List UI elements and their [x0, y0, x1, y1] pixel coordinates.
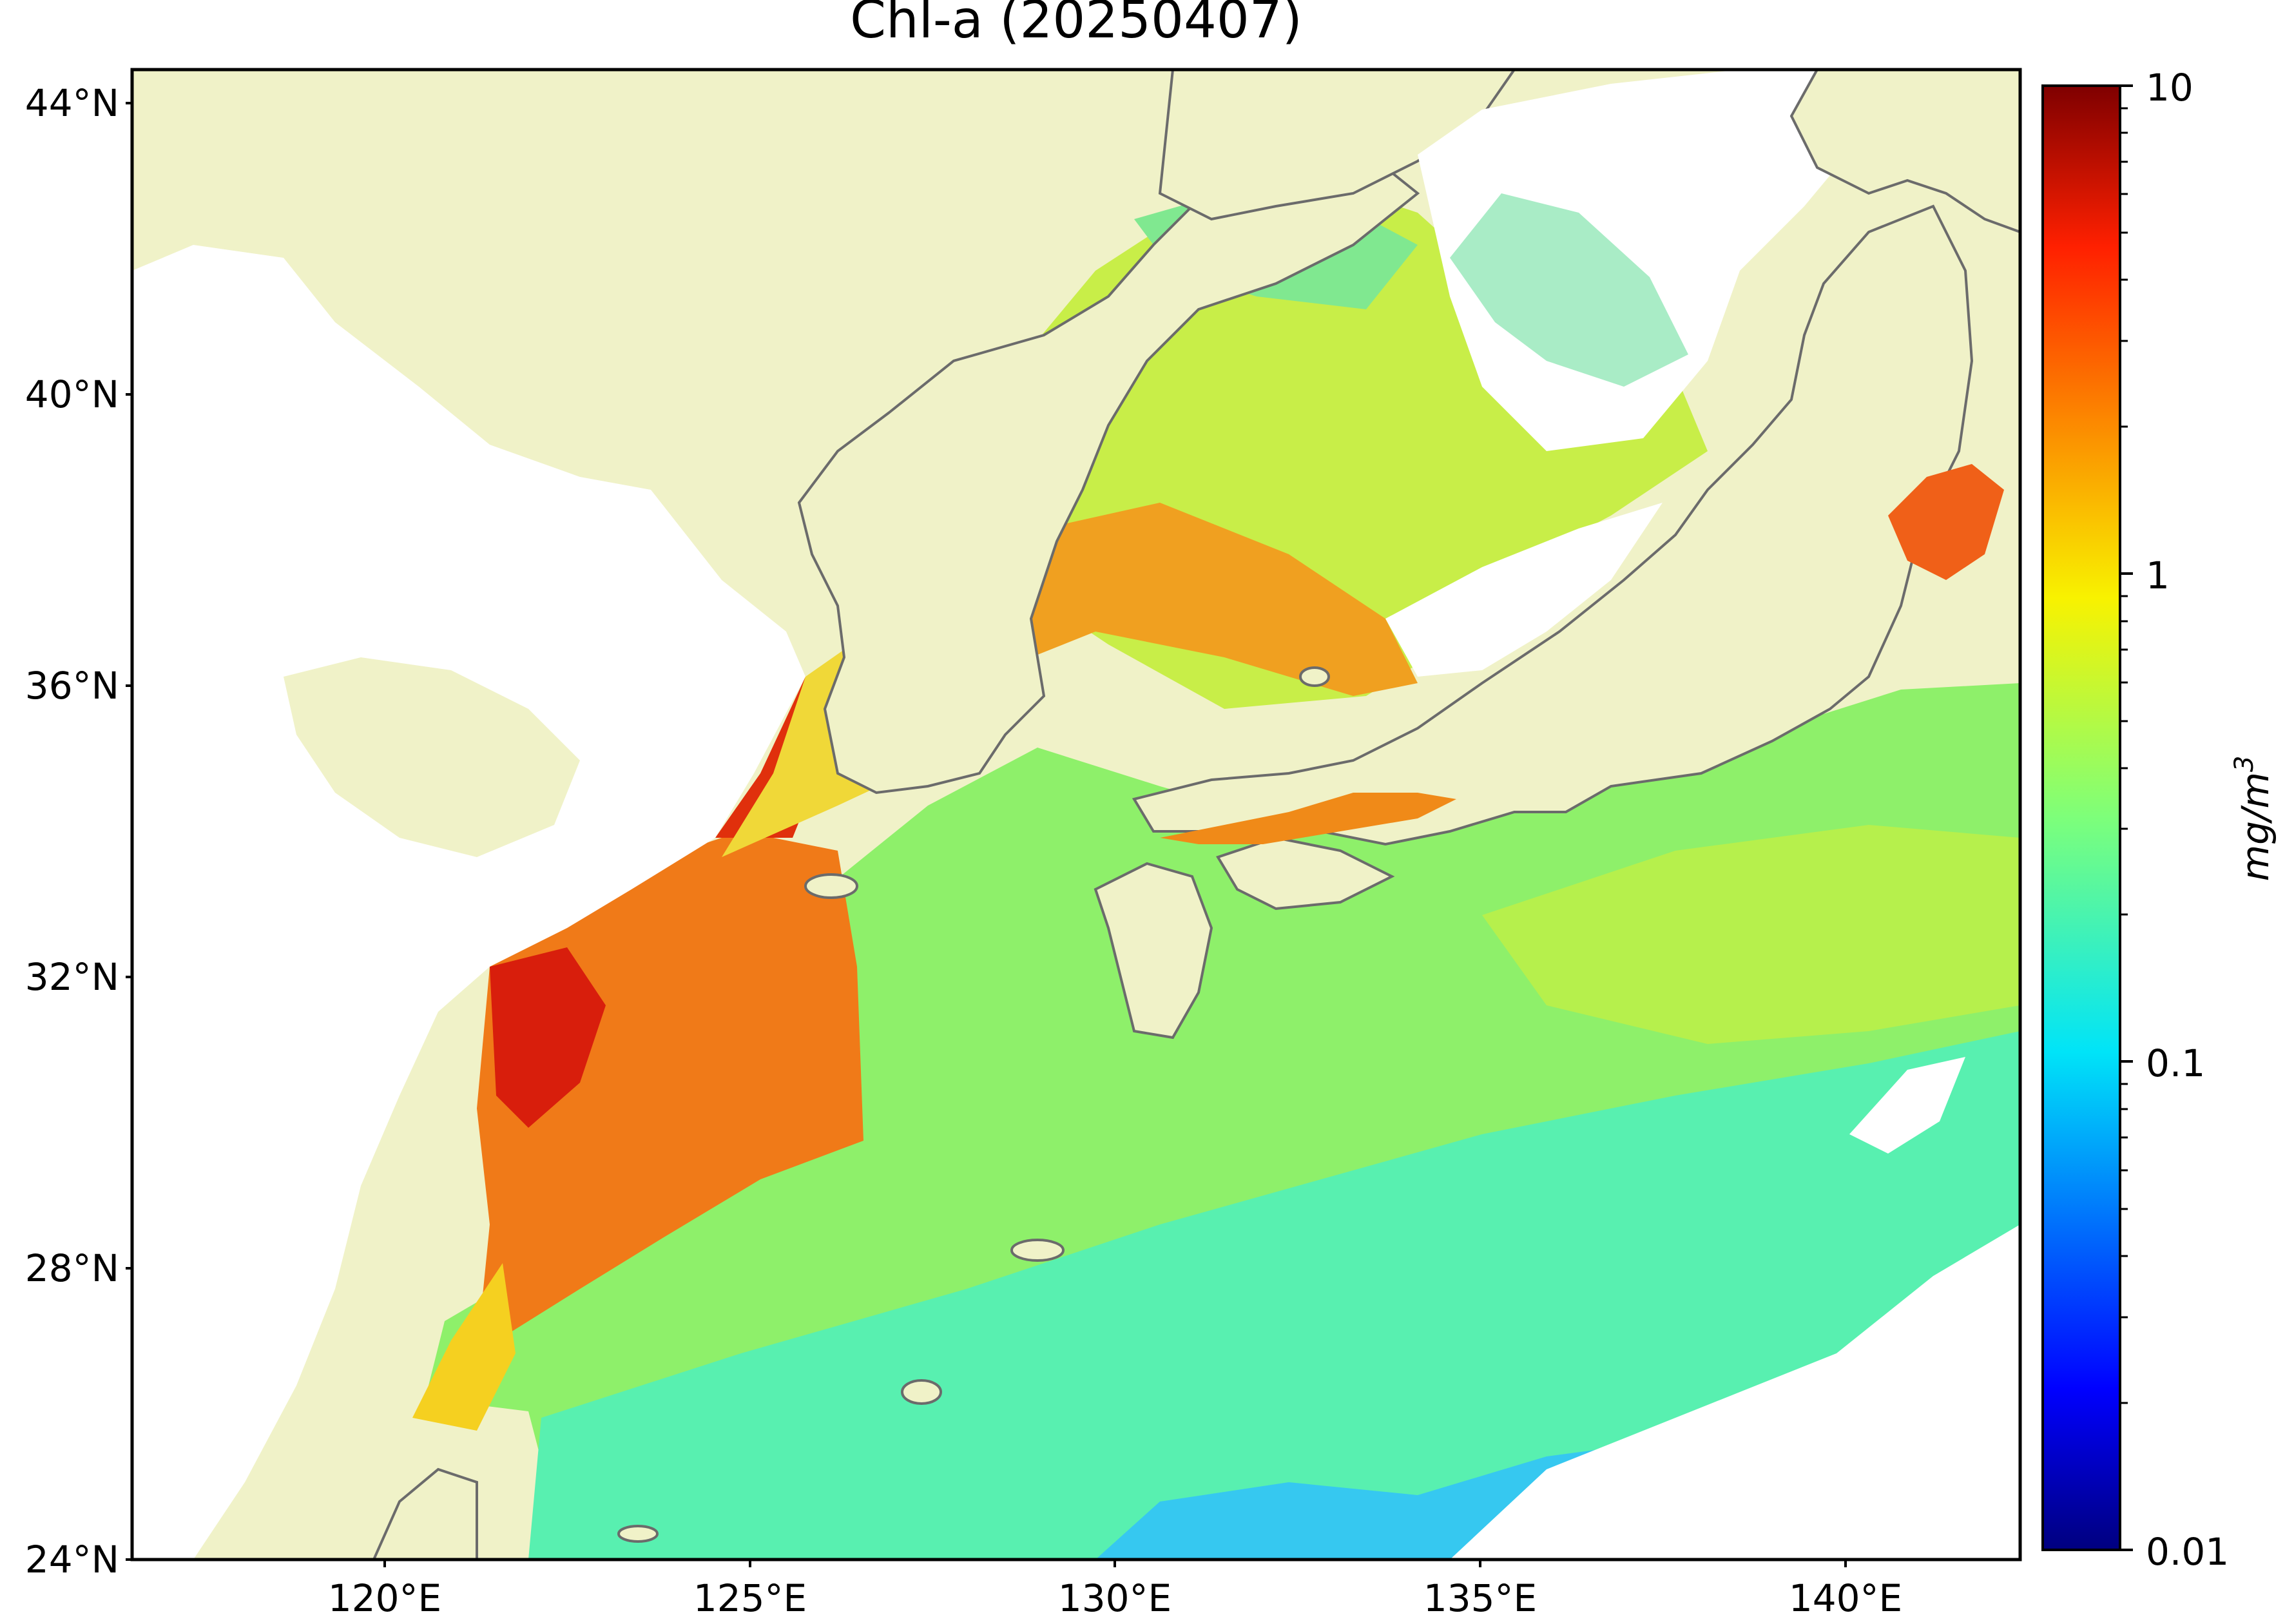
lon-tick-label: 120°E: [328, 1576, 441, 1620]
lat-tick-label: 28°N: [25, 1246, 119, 1290]
lat-tick-label: 40°N: [25, 372, 119, 416]
colorbar-tick-label: 0.1: [2146, 1041, 2205, 1085]
lat-tick-label: 32°N: [25, 955, 119, 999]
colorbar-tick-label: 1: [2146, 554, 2170, 597]
colorbar-tick-label: 0.01: [2146, 1530, 2229, 1574]
colorbar-unit-base: mg/m: [2233, 772, 2277, 881]
lat-tick-label: 36°N: [25, 664, 119, 708]
east-sea-orange-eddies: [992, 503, 1418, 696]
colorbar-unit-label: mg/m3: [2230, 756, 2277, 882]
lon-axis: 120°E 125°E 130°E 135°E 140°E: [328, 1560, 1902, 1620]
eastern-cloud-gap: [1849, 1057, 1965, 1154]
northeast-japan-red-patch: [1888, 464, 2004, 580]
japan-sea-north-no-data: [1418, 70, 1901, 451]
seto-inland-sea-orange: [1160, 793, 1456, 844]
china-land-no-data: [132, 245, 805, 1560]
eastern-no-data-clouds: [1450, 1224, 2020, 1560]
jeju-island: [804, 873, 858, 899]
subtropical-cyan-zone: [528, 1031, 2020, 1560]
yangtze-estuary-red: [490, 947, 606, 1128]
hokkaido-island: [1789, 70, 2020, 234]
japan-sea-scattered-data: [1450, 193, 1688, 387]
honshu-island: [1132, 204, 1974, 846]
map-title: Chl-a (20250407): [850, 0, 1302, 50]
kuroshio-yellow-band: [1482, 825, 2020, 1044]
shandong-inland: [284, 657, 580, 857]
kyushu-island: [1094, 862, 1213, 1039]
ishigaki-island: [617, 1525, 659, 1543]
oki-island: [1299, 666, 1330, 687]
okinawa-island: [901, 1379, 942, 1405]
colorbar-gradient: [2041, 84, 2121, 1551]
lat-tick-label: 44°N: [25, 81, 119, 125]
colorbar-tick-label: 10: [2146, 66, 2193, 110]
lon-tick-label: 125°E: [693, 1576, 807, 1620]
map-frame: [130, 68, 2022, 1561]
map-area: [132, 70, 2020, 1560]
russia-coast-land: [1158, 70, 1516, 221]
lat-axis: 24°N 28°N 32°N 36°N 40°N 44°N: [25, 81, 132, 1581]
taiwan-island: [372, 1467, 478, 1560]
lon-tick-label: 135°E: [1423, 1576, 1537, 1620]
lon-tick-label: 140°E: [1789, 1576, 1902, 1620]
colorbar-unit-exponent: 3: [2230, 756, 2259, 772]
japan-sea-south-white: [1385, 503, 1663, 677]
coastal-orange-fringe: [412, 1263, 516, 1431]
colorbar: 0.01 0.1 1 10 mg/m3: [2041, 66, 2277, 1574]
lat-tick-label: 24°N: [25, 1538, 119, 1581]
china-interior-land: [132, 70, 838, 490]
amami-island: [1010, 1239, 1065, 1262]
lon-tick-label: 130°E: [1058, 1576, 1171, 1620]
